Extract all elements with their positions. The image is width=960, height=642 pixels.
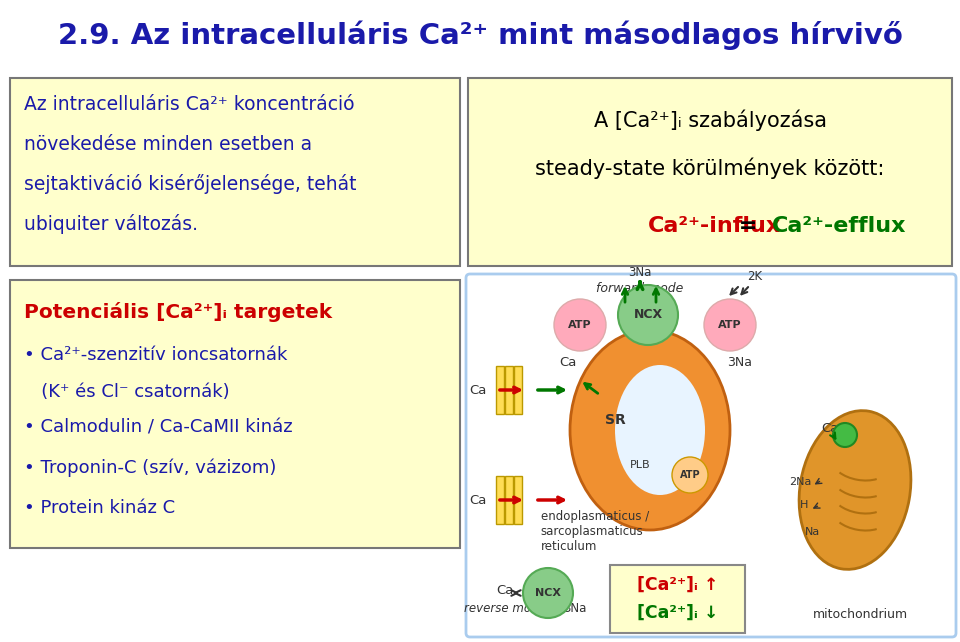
FancyBboxPatch shape — [10, 78, 460, 266]
Ellipse shape — [570, 330, 730, 530]
Text: 2K: 2K — [748, 270, 762, 284]
FancyBboxPatch shape — [514, 476, 522, 524]
Text: Az intracelluláris Ca²⁺ koncentráció: Az intracelluláris Ca²⁺ koncentráció — [24, 94, 354, 114]
Text: 3Na: 3Na — [564, 602, 587, 614]
Circle shape — [833, 423, 857, 447]
Text: Ca: Ca — [469, 383, 487, 397]
Text: • Ca²⁺-szenzitív ioncsatornák: • Ca²⁺-szenzitív ioncsatornák — [24, 346, 287, 364]
Circle shape — [523, 568, 573, 618]
Text: • Protein kináz C: • Protein kináz C — [24, 499, 175, 517]
Text: (K⁺ és Cl⁻ csatornák): (K⁺ és Cl⁻ csatornák) — [24, 383, 229, 401]
Text: A [Ca²⁺]ᵢ szabályozása: A [Ca²⁺]ᵢ szabályozása — [593, 109, 827, 131]
Text: növekedése minden esetben a: növekedése minden esetben a — [24, 135, 312, 153]
FancyBboxPatch shape — [514, 366, 522, 414]
Text: Ca²⁺-efflux: Ca²⁺-efflux — [772, 216, 906, 236]
Text: Ca: Ca — [496, 584, 514, 596]
Circle shape — [672, 457, 708, 493]
Text: NCX: NCX — [634, 309, 662, 322]
Text: NCX: NCX — [535, 588, 561, 598]
Text: reverse mode: reverse mode — [464, 602, 546, 614]
FancyBboxPatch shape — [505, 366, 513, 414]
FancyBboxPatch shape — [496, 366, 504, 414]
Text: SR: SR — [605, 413, 625, 427]
Text: ubiquiter változás.: ubiquiter változás. — [24, 214, 198, 234]
Text: Ca: Ca — [560, 356, 577, 370]
Text: sejtaktiváció kisérőjelensége, tehát: sejtaktiváció kisérőjelensége, tehát — [24, 174, 356, 194]
Text: Na: Na — [804, 527, 820, 537]
Text: Ca: Ca — [469, 494, 487, 507]
FancyBboxPatch shape — [610, 565, 745, 633]
Ellipse shape — [799, 411, 911, 569]
Text: mitochondrium: mitochondrium — [812, 609, 907, 621]
FancyBboxPatch shape — [496, 476, 504, 524]
Text: Ca: Ca — [596, 356, 613, 370]
Text: Ca²⁺-influx: Ca²⁺-influx — [648, 216, 781, 236]
Text: • Calmodulin / Ca-CaMII kináz: • Calmodulin / Ca-CaMII kináz — [24, 419, 293, 437]
Text: Potenciális [Ca²⁺]ᵢ targetek: Potenciális [Ca²⁺]ᵢ targetek — [24, 302, 332, 322]
Circle shape — [554, 299, 606, 351]
Text: • Troponin-C (szív, vázizom): • Troponin-C (szív, vázizom) — [24, 459, 276, 477]
FancyBboxPatch shape — [505, 476, 513, 524]
Text: steady-state körülmények között:: steady-state körülmények között: — [536, 157, 885, 178]
FancyBboxPatch shape — [468, 78, 952, 266]
Text: ATP: ATP — [568, 320, 591, 330]
FancyBboxPatch shape — [10, 280, 460, 548]
Text: H: H — [800, 500, 808, 510]
Circle shape — [618, 285, 678, 345]
Text: ATP: ATP — [680, 470, 700, 480]
Text: PLB: PLB — [630, 460, 650, 470]
Text: 3Na: 3Na — [628, 266, 652, 279]
Text: [Ca²⁺]ᵢ ↑: [Ca²⁺]ᵢ ↑ — [636, 576, 718, 594]
Text: forward mode: forward mode — [596, 281, 684, 295]
Text: [Ca²⁺]ᵢ ↓: [Ca²⁺]ᵢ ↓ — [636, 604, 718, 622]
Text: endoplasmaticus /
sarcoplasmaticus
reticulum: endoplasmaticus / sarcoplasmaticus retic… — [540, 510, 649, 553]
Text: 2Na: 2Na — [789, 477, 811, 487]
Text: 3Na: 3Na — [728, 356, 753, 370]
Ellipse shape — [615, 365, 705, 495]
Text: 2.9. Az intracelluláris Ca²⁺ mint másodlagos hírvivő: 2.9. Az intracelluláris Ca²⁺ mint másodl… — [58, 21, 902, 49]
Circle shape — [704, 299, 756, 351]
Text: Ca: Ca — [822, 422, 839, 435]
Text: ATP: ATP — [718, 320, 742, 330]
Text: =: = — [731, 216, 765, 236]
